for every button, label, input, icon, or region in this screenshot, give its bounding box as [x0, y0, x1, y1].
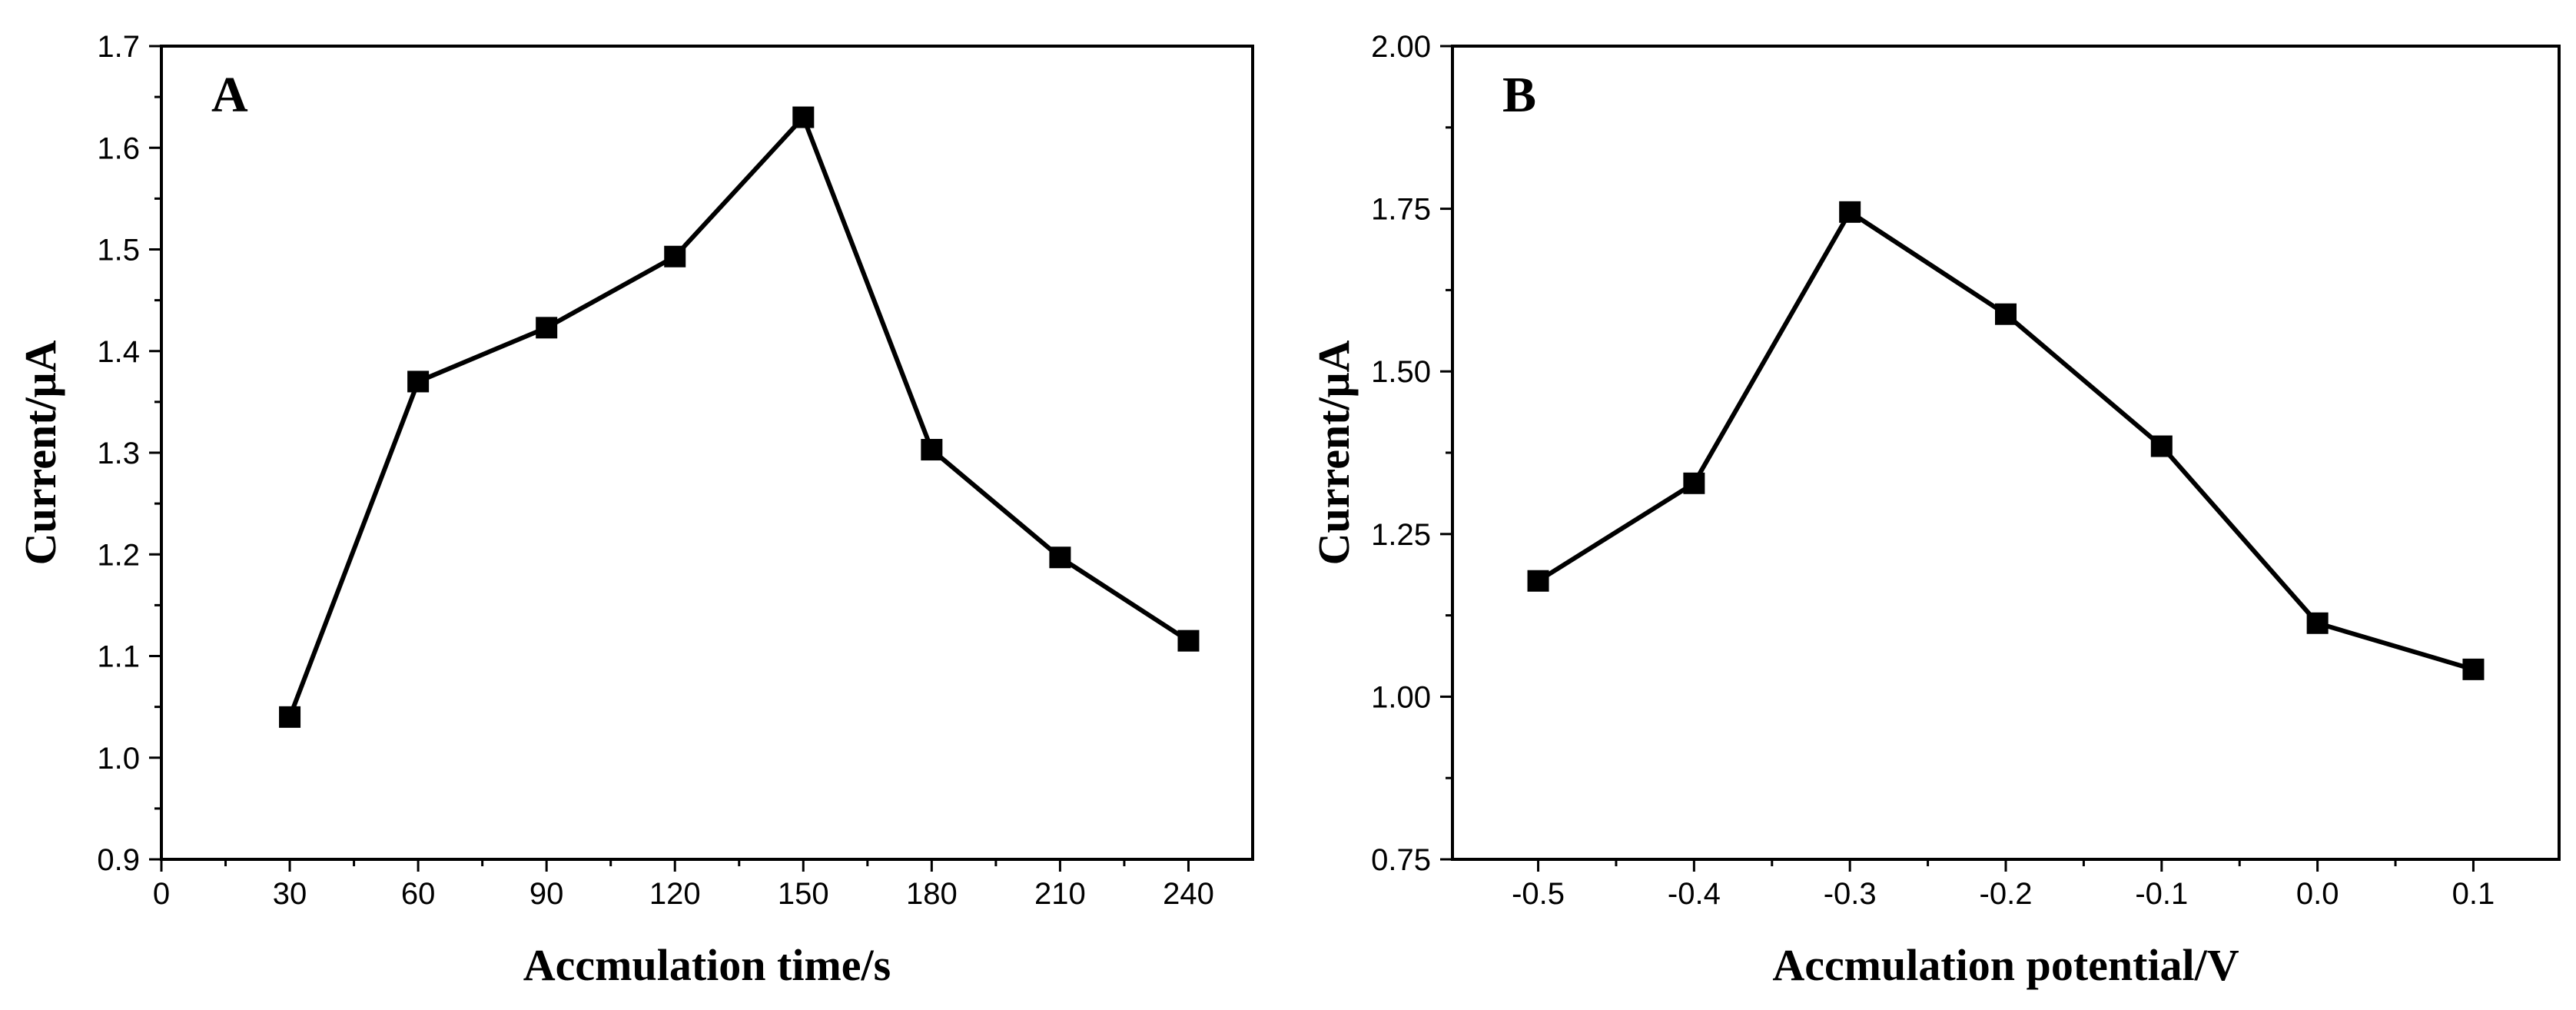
x-tick-label-a: 30: [273, 877, 307, 911]
y-axis-title-a: Current/μA: [15, 341, 65, 566]
x-tick-label-b: -0.3: [1824, 877, 1877, 911]
data-point-a: [1049, 547, 1071, 569]
y-tick-label-b: 1.50: [1371, 355, 1431, 389]
y-tick-label-a: 1.2: [97, 538, 140, 572]
data-point-a: [792, 106, 815, 128]
chart-panel-b: -0.5 -0.4 -0.3 -0.2 -0.1 0.0 0.1 0.75 1.00 1.25 1.…: [1309, 30, 2561, 990]
y-tick-label-a: 1.0: [97, 742, 140, 776]
y-tick-label-a: 1.1: [97, 640, 140, 674]
data-point-b: [2306, 612, 2329, 634]
data-point-b: [1683, 472, 1705, 494]
data-point-a: [664, 245, 686, 267]
data-b: [1527, 201, 2485, 680]
ticks-a: [149, 45, 1190, 872]
x-tick-label-a: 150: [778, 877, 829, 911]
x-tick-label-b: 0.0: [2296, 877, 2339, 911]
y-tick-label-b: 1.25: [1371, 518, 1431, 552]
ticks-b: [1440, 45, 2475, 872]
x-tick-label-a: 240: [1163, 877, 1214, 911]
y-axis-title-b: Current/μA: [1309, 341, 1359, 566]
x-tick-label-a: 0: [153, 877, 170, 911]
data-a: [279, 106, 1200, 728]
y-tick-label-a: 1.6: [97, 131, 140, 165]
data-point-b: [2150, 435, 2173, 457]
data-point-a: [407, 370, 430, 393]
data-point-a: [536, 317, 558, 339]
x-axis-title-b: Accmulation potential/V: [1772, 940, 2239, 990]
series-line-a: [287, 115, 1190, 718]
data-point-a: [1177, 630, 1200, 652]
x-axis-title-a: Accmulation time/s: [523, 940, 891, 990]
data-point-a: [921, 439, 943, 461]
tick-labels-a: 0 30 60 90 120 150 180 210 240 0.9 1.0 1.1 1.2 1.3 1.4…: [97, 30, 1213, 911]
y-tick-label-a: 1.3: [97, 437, 140, 470]
x-tick-label-b: 0.1: [2452, 877, 2495, 911]
series-line-b: [1536, 209, 2475, 672]
x-tick-label-a: 60: [401, 877, 436, 911]
chart-panel-a: 0 30 60 90 120 150 180 210 240 0.9 1.0 1.1 1.2 1.3 1.4…: [15, 30, 1254, 990]
plot-frame-a: [160, 45, 1254, 861]
y-tick-label-a: 1.4: [97, 335, 140, 369]
x-tick-label-a: 210: [1034, 877, 1086, 911]
x-tick-label-a: 90: [529, 877, 564, 911]
panel-label-b: B: [1502, 67, 1536, 123]
x-tick-label-a: 180: [906, 877, 958, 911]
y-tick-label-b: 1.75: [1371, 193, 1431, 227]
plot-frame-b: [1451, 45, 2561, 861]
x-tick-label-b: -0.4: [1668, 877, 1721, 911]
tick-labels-b: -0.5 -0.4 -0.3 -0.2 -0.1 0.0 0.1 0.75 1.00 1.25 1.…: [1371, 30, 2495, 911]
y-tick-label-b: 1.00: [1371, 680, 1431, 714]
x-tick-label-b: -0.5: [1512, 877, 1565, 911]
x-tick-label-b: -0.2: [1980, 877, 2033, 911]
data-point-a: [279, 706, 301, 728]
y-tick-label-b: 0.75: [1371, 843, 1431, 877]
data-point-b: [2462, 658, 2485, 680]
x-tick-label-a: 120: [649, 877, 701, 911]
y-tick-label-a: 1.5: [97, 234, 140, 267]
y-tick-label-a: 0.9: [97, 843, 140, 877]
panel-label-a: A: [211, 67, 248, 123]
y-tick-label-b: 2.00: [1371, 30, 1431, 64]
data-point-b: [1995, 303, 2017, 325]
y-tick-label-a: 1.7: [97, 30, 140, 64]
data-point-b: [1527, 570, 1549, 592]
x-tick-label-b: -0.1: [2135, 877, 2188, 911]
data-point-b: [1839, 201, 1861, 223]
